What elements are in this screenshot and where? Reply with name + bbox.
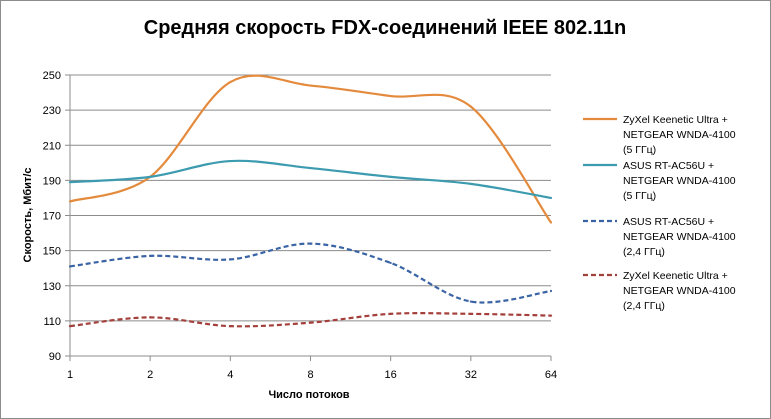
legend-label: NETGEAR WNDA-4100 — [623, 129, 736, 141]
legend-label: ASUS RT-AC56U + — [623, 216, 714, 228]
data-point-1-3 — [229, 80, 232, 84]
data-point-3-2 — [149, 254, 152, 257]
x-tick-label: 4 — [227, 369, 233, 381]
legend-label: (5 ГГц) — [623, 190, 656, 202]
data-point-3-6 — [469, 300, 472, 303]
data-point-1-4 — [309, 84, 312, 87]
legend-label: (2,4 ГГц) — [623, 246, 665, 258]
data-point-3-5 — [389, 261, 392, 265]
y-tick-label: 250 — [43, 70, 61, 82]
data-point-1-1 — [68, 200, 72, 203]
legend-label: (5 ГГц) — [623, 144, 656, 156]
y-tick-label: 150 — [43, 246, 61, 258]
y-tick-label: 110 — [43, 316, 61, 328]
x-tick-label: 8 — [307, 369, 313, 381]
y-tick-label: 210 — [43, 140, 61, 152]
legend-label: ZyXel Keenetic Ultra + — [623, 114, 728, 126]
legend-label: (2,4 ГГц) — [623, 300, 665, 312]
data-point-3-7 — [549, 289, 553, 293]
data-point-2-6 — [469, 182, 472, 185]
y-axis-label: Скорость, Мбит/с — [22, 168, 34, 263]
data-point-4-4 — [309, 321, 312, 324]
x-tick-label: 2 — [147, 369, 153, 381]
y-tick-label: 170 — [43, 211, 61, 223]
y-tick-labels: 90 110 130 150 170 190 210 230 250 — [43, 70, 61, 363]
data-point-4-7 — [549, 314, 553, 317]
data-point-4-2 — [149, 316, 152, 319]
data-point-4-1 — [68, 325, 72, 328]
data-point-4-6 — [469, 312, 472, 315]
data-point-1-5 — [389, 94, 392, 98]
series-line-4 — [69, 312, 552, 328]
data-point-2-4 — [309, 166, 312, 170]
x-tick-label: 64 — [545, 369, 557, 381]
chart-title: Средняя скорость FDX-соединений IEEE 802… — [144, 17, 626, 39]
data-point-2-5 — [389, 175, 392, 178]
y-tick-label: 130 — [43, 281, 61, 293]
data-point-3-4 — [309, 242, 312, 245]
data-point-2-1 — [68, 181, 72, 184]
series-lines — [68, 74, 553, 328]
series-line-3 — [69, 242, 552, 304]
legend-label: NETGEAR WNDA-4100 — [623, 285, 736, 297]
x-tick-labels: 1 2 4 8 16 32 64 — [67, 369, 557, 381]
data-point-1-6 — [469, 105, 472, 108]
gridlines — [65, 74, 551, 357]
series-line-2 — [69, 159, 552, 200]
legend-label: NETGEAR WNDA-4100 — [623, 231, 736, 243]
legend-label: ASUS RT-AC56U + — [623, 160, 714, 172]
data-point-3-3 — [229, 258, 232, 261]
y-tick-label: 90 — [49, 351, 61, 363]
x-tick-label: 16 — [385, 369, 397, 381]
data-point-2-3 — [229, 159, 232, 163]
data-point-2-7 — [549, 196, 553, 200]
x-axis-label: Число потоков — [268, 389, 349, 401]
data-point-4-3 — [229, 325, 232, 328]
data-point-4-5 — [389, 312, 392, 315]
legend-label: ZyXel Keenetic Ultra + — [623, 270, 728, 282]
legend-label: NETGEAR WNDA-4100 — [623, 175, 736, 187]
legend: ZyXel Keenetic Ultra + NETGEAR WNDA-4100 (… — [583, 114, 736, 312]
x-tick-label: 1 — [67, 369, 73, 381]
y-tick-label: 230 — [43, 105, 61, 117]
y-tick-label: 190 — [43, 175, 61, 187]
data-point-3-1 — [68, 265, 72, 268]
x-tick-label: 32 — [465, 369, 477, 381]
data-point-2-2 — [149, 175, 152, 178]
series-line-1 — [69, 74, 552, 224]
axes — [69, 75, 552, 361]
data-point-1-7 — [549, 221, 553, 224]
